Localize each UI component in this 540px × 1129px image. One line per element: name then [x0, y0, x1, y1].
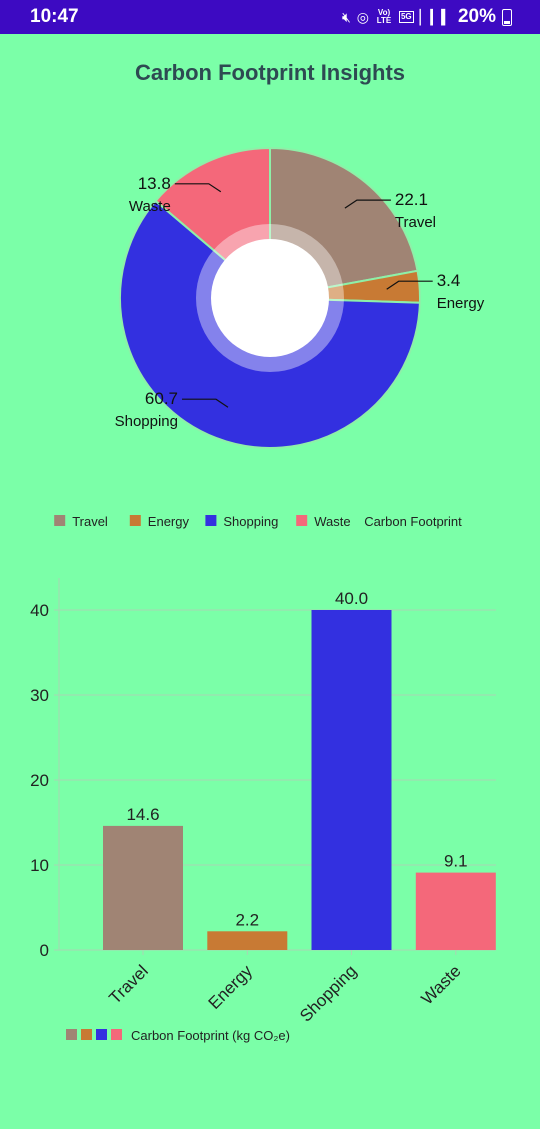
pie-legend-label-travel: Travel	[72, 514, 108, 529]
pie-value-label-travel: 22.1	[395, 190, 428, 209]
pie-category-label-shopping: Shopping	[115, 413, 178, 430]
bar-value-label-shopping: 40.0	[335, 589, 368, 608]
x-tick-label-shopping: Shopping	[296, 961, 360, 1025]
x-tick-label-travel: Travel	[105, 961, 151, 1007]
pie-leader-line-shopping	[182, 398, 229, 408]
bar-travel	[103, 825, 183, 950]
y-tick-label-20: 20	[30, 771, 49, 790]
pie-value-label-waste: 13.8	[138, 174, 171, 193]
pie-legend-swatch-waste	[296, 515, 308, 526]
x-tick-label-waste: Waste	[418, 961, 465, 1008]
status-time: 10:47	[30, 6, 79, 27]
pie-legend-series-label: Carbon Footprint	[364, 514, 462, 529]
pie-legend-label-shopping: Shopping	[223, 514, 278, 529]
signal-icon: ▏▎▍	[419, 9, 452, 25]
pie-legend-label-energy: Energy	[148, 514, 190, 529]
pie-leader-line-waste	[174, 183, 222, 193]
y-tick-label-0: 0	[40, 941, 49, 960]
pie-leader-line-travel	[344, 199, 391, 209]
hotspot-icon: ◎	[356, 9, 369, 25]
y-tick-label-10: 10	[30, 856, 49, 875]
bar-legend-swatch-shopping	[96, 1029, 107, 1040]
x-tick-label-energy: Energy	[205, 961, 257, 1013]
page-title: Carbon Footprint Insights	[134, 60, 406, 85]
pie-category-label-energy: Energy	[437, 295, 485, 312]
pie-legend-swatch-shopping	[205, 515, 217, 526]
bar-shopping	[311, 610, 392, 950]
pie-category-label-waste: Waste	[129, 198, 171, 215]
bar-legend-swatch-waste	[111, 1029, 122, 1040]
battery-percent: 20%	[457, 6, 496, 27]
bar-value-label-waste: 9.1	[444, 852, 468, 871]
mute-icon: 🔇︎	[341, 9, 351, 25]
bar-legend-swatch-travel	[66, 1029, 77, 1040]
pie-value-label-energy: 3.4	[437, 271, 461, 290]
pie-category-label-travel: Travel	[395, 214, 436, 231]
bar-legend-swatch-energy	[81, 1029, 92, 1040]
status-bar: 10:47 🔇︎ ◎ Vo) LTE 5G ▏▎▍ 20%	[0, 0, 540, 34]
donut-hole	[211, 239, 329, 357]
pie-leader-line-energy	[386, 280, 433, 290]
y-tick-label-30: 30	[30, 686, 49, 705]
bar-value-label-energy: 2.2	[235, 910, 259, 929]
bar-waste	[415, 872, 496, 950]
bar-chart: 0 10 20 30 40 14.6 2.2 40.0 9.1 Travel Energy Sho…	[30, 578, 496, 1043]
network-type-icon: 5G	[398, 11, 414, 23]
volte-icon: Vo) LTE	[376, 8, 392, 25]
bar-legend-label: Carbon Footprint (kg CO₂e)	[131, 1028, 290, 1043]
pie-chart: 22.1 Travel 3.4 Energy 60.7 Shopping 13.8 Waste…	[54, 146, 485, 529]
pie-legend-label-waste: Waste	[314, 514, 350, 529]
pie-value-label-shopping: 60.7	[145, 389, 178, 408]
battery-icon	[502, 8, 512, 26]
bar-energy	[207, 931, 288, 950]
y-tick-label-40: 40	[30, 601, 49, 620]
status-icons: 🔇︎ ◎ Vo) LTE 5G ▏▎▍ 20%	[342, 5, 512, 29]
pie-legend-swatch-travel	[54, 515, 66, 526]
pie-legend-swatch-energy	[129, 515, 141, 526]
bar-value-label-travel: 14.6	[126, 805, 159, 824]
